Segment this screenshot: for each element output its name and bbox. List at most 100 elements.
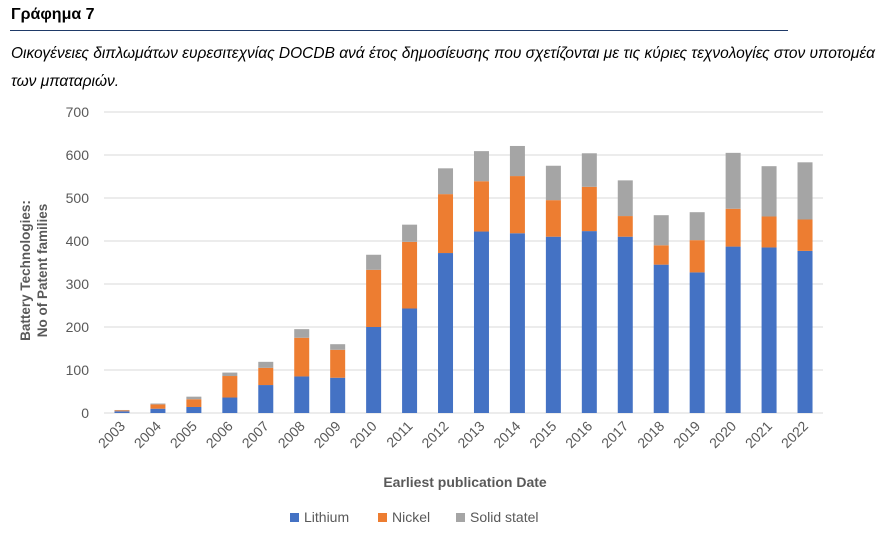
bar-lithium-2014 — [510, 233, 525, 413]
bar-nickel-2015 — [546, 200, 561, 237]
x-tick-label: 2014 — [490, 418, 523, 451]
legend-label: Nickel — [392, 509, 430, 525]
bar-lithium-2018 — [654, 265, 669, 413]
bar-lithium-2004 — [150, 409, 165, 413]
bar-nickel-2022 — [798, 220, 813, 251]
y-tick-label: 0 — [81, 405, 89, 421]
bar-nickel-2011 — [402, 242, 417, 309]
bar-solid-statel-2012 — [438, 168, 453, 194]
bar-lithium-2006 — [222, 398, 237, 413]
bar-solid-statel-2014 — [510, 146, 525, 176]
bar-lithium-2013 — [474, 232, 489, 413]
bar-lithium-2011 — [402, 309, 417, 413]
legend-swatch-solid-statel — [456, 513, 465, 522]
bar-nickel-2014 — [510, 176, 525, 233]
bar-solid-statel-2019 — [690, 212, 705, 240]
x-tick-label: 2016 — [562, 418, 595, 451]
bar-lithium-2010 — [366, 327, 381, 413]
x-tick-label: 2015 — [526, 418, 559, 451]
x-tick-label: 2018 — [634, 418, 667, 451]
x-tick-label: 2019 — [670, 418, 703, 451]
bar-nickel-2003 — [114, 410, 129, 411]
bars — [114, 146, 812, 413]
bar-solid-statel-2007 — [258, 362, 273, 368]
x-tick-label: 2008 — [275, 418, 308, 451]
y-tick-label: 700 — [66, 104, 90, 120]
bar-lithium-2019 — [690, 272, 705, 413]
x-tick-label: 2004 — [131, 418, 164, 451]
bar-lithium-2003 — [114, 411, 129, 413]
bar-nickel-2005 — [186, 399, 201, 407]
bar-nickel-2012 — [438, 194, 453, 253]
stacked-bar-chart: 0100200300400500600700 20032004200520062… — [0, 0, 888, 547]
legend: Lithium Nickel Solid statel — [290, 509, 538, 525]
bar-lithium-2017 — [618, 237, 633, 413]
bar-solid-statel-2011 — [402, 225, 417, 242]
bar-solid-statel-2008 — [294, 329, 309, 338]
bar-solid-statel-2017 — [618, 180, 633, 216]
x-tick-label: 2013 — [454, 418, 487, 451]
bar-nickel-2018 — [654, 245, 669, 264]
y-tick-label: 100 — [66, 362, 90, 378]
bar-lithium-2009 — [330, 378, 345, 413]
bar-solid-statel-2004 — [150, 404, 165, 405]
bar-nickel-2017 — [618, 216, 633, 237]
bar-lithium-2022 — [798, 251, 813, 413]
y-tick-label: 300 — [66, 276, 90, 292]
x-tick-label: 2020 — [706, 418, 739, 451]
bar-solid-statel-2015 — [546, 166, 561, 200]
bar-lithium-2007 — [258, 385, 273, 413]
bar-nickel-2021 — [762, 216, 777, 247]
bar-nickel-2013 — [474, 181, 489, 231]
bar-nickel-2004 — [150, 404, 165, 408]
x-tick-label: 2003 — [95, 418, 128, 451]
bar-lithium-2016 — [582, 231, 597, 413]
x-axis-label: Earliest publication Date — [383, 474, 547, 490]
legend-swatch-lithium — [290, 513, 299, 522]
x-tick-label: 2022 — [778, 418, 811, 451]
bar-nickel-2009 — [330, 350, 345, 378]
y-tick-label: 400 — [66, 233, 90, 249]
bar-solid-statel-2022 — [798, 162, 813, 219]
bar-solid-statel-2018 — [654, 215, 669, 245]
bar-solid-statel-2020 — [726, 153, 741, 209]
gridlines — [104, 112, 823, 413]
y-tick-labels: 0 100 200 300 400 500 600 700 — [66, 104, 90, 421]
y-axis-label-line1: Battery Technologies: — [18, 200, 33, 341]
y-tick-label: 600 — [66, 147, 90, 163]
bar-nickel-2016 — [582, 187, 597, 231]
bar-solid-statel-2009 — [330, 344, 345, 350]
bar-lithium-2015 — [546, 237, 561, 413]
legend-label: Lithium — [304, 509, 349, 525]
legend-label: Solid statel — [470, 509, 538, 525]
x-tick-label: 2009 — [310, 418, 343, 451]
x-tick-label: 2021 — [742, 418, 775, 451]
legend-swatch-nickel — [378, 513, 387, 522]
bar-lithium-2008 — [294, 376, 309, 413]
bar-solid-statel-2005 — [186, 397, 201, 400]
x-tick-label: 2005 — [167, 418, 200, 451]
bar-nickel-2007 — [258, 368, 273, 385]
x-tick-label: 2017 — [598, 418, 631, 451]
y-tick-label: 200 — [66, 319, 90, 335]
bar-nickel-2019 — [690, 240, 705, 272]
bar-solid-statel-2021 — [762, 166, 777, 216]
x-tick-label: 2007 — [239, 418, 272, 451]
bar-lithium-2021 — [762, 247, 777, 413]
bar-solid-statel-2016 — [582, 153, 597, 187]
x-tick-labels: 2003200420052006200720082009201020112012… — [95, 418, 812, 451]
x-tick-label: 2006 — [203, 418, 236, 451]
bar-solid-statel-2010 — [366, 255, 381, 270]
bar-lithium-2020 — [726, 247, 741, 413]
x-tick-label: 2011 — [383, 418, 416, 451]
bar-lithium-2012 — [438, 253, 453, 413]
bar-solid-statel-2006 — [222, 373, 237, 376]
bar-lithium-2005 — [186, 407, 201, 413]
bar-nickel-2008 — [294, 338, 309, 377]
x-tick-label: 2010 — [346, 418, 379, 451]
x-tick-label: 2012 — [418, 418, 451, 451]
bar-solid-statel-2013 — [474, 151, 489, 181]
bar-nickel-2010 — [366, 270, 381, 327]
y-tick-label: 500 — [66, 190, 90, 206]
y-axis-label-line2: No of Patent families — [35, 204, 50, 338]
